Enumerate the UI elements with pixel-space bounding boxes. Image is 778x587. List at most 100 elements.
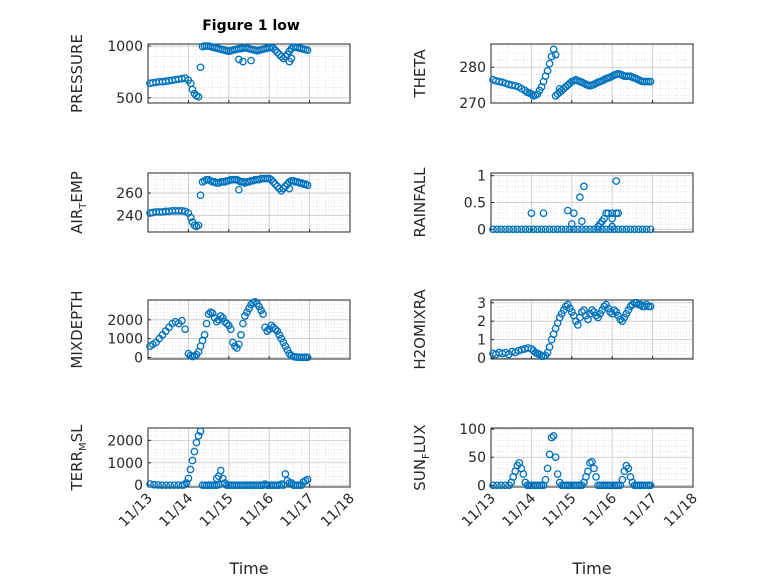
- data-point: [251, 298, 259, 306]
- data-point: [576, 193, 584, 201]
- y-axis-label: THETA: [411, 49, 429, 99]
- data-point: [233, 344, 241, 352]
- axes-frame: [147, 172, 351, 233]
- data-point: [214, 472, 223, 481]
- data-point: [567, 308, 576, 316]
- data-point: [590, 464, 598, 473]
- y-tick-label: 0.5: [464, 196, 486, 212]
- data-point: [642, 225, 651, 234]
- data-point: [586, 225, 594, 234]
- data-point: [521, 225, 530, 234]
- y-axis-label: RAINFALL: [411, 167, 429, 238]
- data-point: [582, 311, 590, 320]
- data-point: [196, 427, 205, 436]
- data-point: [166, 481, 175, 490]
- data-point: [150, 480, 158, 489]
- data-point: [545, 59, 554, 68]
- figure-title: Figure 1 low: [202, 18, 300, 34]
- data-point: [624, 464, 633, 473]
- data-point: [543, 66, 552, 75]
- data-point: [235, 340, 243, 349]
- data-point: [194, 92, 203, 101]
- data-point: [279, 54, 288, 63]
- data-point: [574, 225, 582, 234]
- data-point: [646, 481, 655, 490]
- data-point: [602, 209, 610, 218]
- data-point: [178, 206, 186, 215]
- data-point: [551, 453, 560, 462]
- data-point: [563, 206, 572, 215]
- data-point: [259, 310, 267, 318]
- axes-frame: [147, 427, 351, 488]
- data-point: [231, 342, 239, 351]
- data-point: [549, 225, 558, 234]
- data-point: [574, 321, 582, 329]
- data-point: [287, 54, 296, 63]
- data-point: [239, 57, 247, 66]
- data-point: [543, 464, 552, 473]
- data-point: [277, 186, 286, 195]
- data-point: [618, 225, 627, 234]
- data-point: [267, 175, 276, 184]
- subplot-1: 500 1000: [107, 39, 351, 107]
- axes-background: [148, 44, 350, 103]
- data-point: [553, 470, 562, 478]
- axes-frame: [147, 43, 351, 104]
- data-point: [220, 317, 229, 326]
- data-point: [565, 481, 574, 490]
- data-point: [493, 481, 501, 490]
- data-point: [545, 450, 554, 459]
- data-point: [196, 191, 205, 200]
- data-point: [269, 44, 278, 52]
- data-point: [519, 470, 528, 478]
- x-axis-label: Time: [228, 559, 268, 578]
- data-point: [196, 63, 205, 72]
- data-point: [181, 325, 190, 334]
- data-point: [257, 306, 265, 315]
- data-point: [303, 353, 312, 362]
- data-point: [547, 52, 556, 61]
- data-point: [541, 475, 550, 484]
- data-point: [513, 225, 522, 234]
- data-point: [642, 300, 651, 309]
- data-point: [646, 302, 655, 311]
- data-point: [592, 311, 600, 320]
- data-point: [622, 225, 631, 234]
- data-point: [527, 209, 536, 218]
- data-point: [561, 302, 570, 311]
- data-point: [162, 481, 171, 490]
- data-point: [614, 225, 623, 234]
- data-point: [612, 177, 621, 185]
- data-point: [610, 306, 619, 314]
- data-point: [567, 220, 576, 228]
- data-point: [539, 209, 548, 218]
- data-point: [303, 181, 312, 190]
- data-point: [303, 475, 312, 484]
- axes-frame: [147, 299, 351, 360]
- data-point: [600, 302, 608, 311]
- data-point: [632, 298, 641, 307]
- data-point: [283, 346, 292, 354]
- data-point: [271, 46, 280, 55]
- data-point: [271, 325, 280, 334]
- y-tick-label: 1000: [107, 332, 143, 348]
- data-point: [509, 225, 518, 234]
- data-point: [616, 315, 625, 324]
- axes-frame: [490, 43, 694, 104]
- data-point: [273, 327, 282, 335]
- subplot-2: 270 280: [459, 43, 694, 112]
- y-tick-label: 0: [134, 350, 143, 366]
- y-tick-label: 500: [116, 91, 143, 107]
- data-point: [489, 481, 497, 490]
- data-point: [622, 309, 631, 318]
- data-point: [188, 85, 197, 94]
- data-point: [557, 309, 566, 318]
- data-point: [192, 438, 201, 447]
- data-point: [630, 225, 639, 234]
- data-point: [194, 432, 203, 440]
- data-point: [541, 225, 550, 234]
- y-tick-label: 1: [477, 333, 486, 349]
- data-point: [194, 221, 203, 230]
